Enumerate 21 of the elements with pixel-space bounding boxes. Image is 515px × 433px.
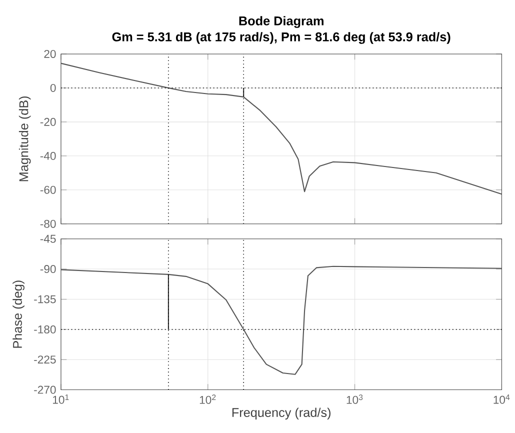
y-tick-label: -270: [34, 386, 56, 394]
y-tick-label: -40: [40, 152, 56, 160]
chart-title: Bode Diagram: [239, 16, 324, 28]
y-tick-label: -20: [40, 118, 56, 126]
y-tick-label: -225: [34, 356, 56, 364]
y-tick-label: -80: [40, 220, 56, 228]
x-tick-label: 10$^{2}$: [200, 394, 216, 404]
y-tick-label: 0: [50, 84, 56, 92]
y-axis-title: Phase (deg): [12, 280, 24, 348]
y-tick-label: -60: [40, 186, 56, 194]
y-tick-label: -135: [34, 295, 56, 304]
y-tick-label: -90: [40, 265, 56, 274]
x-tick-label: 10$^{1}$: [52, 394, 69, 404]
chart-subtitle: Gm = 5.31 dB (at 175 rad/s), Pm = 81.6 deg (at 53.9 rad/s): [112, 32, 450, 44]
x-tick-label: 10$^{4}$: [494, 394, 510, 404]
y-axis-title: Magnitude (dB): [18, 96, 31, 182]
x-axis-title: Frequency (rad/s): [232, 408, 330, 420]
y-tick-label: -45: [40, 235, 56, 243]
y-tick-label: -180: [34, 326, 56, 334]
y-tick-label: 20: [44, 50, 56, 58]
x-tick-label: 10$^{3}$: [346, 394, 363, 404]
